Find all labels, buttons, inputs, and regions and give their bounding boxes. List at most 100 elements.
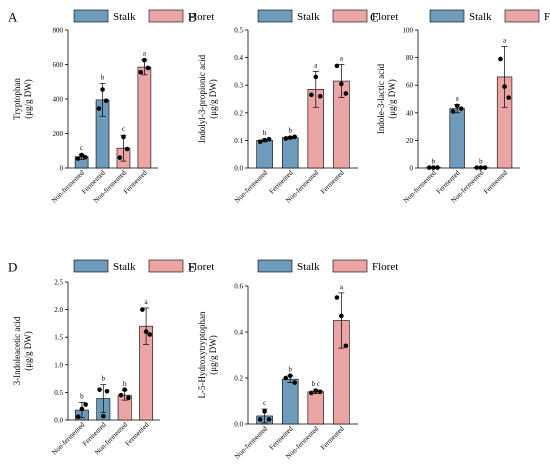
data-point	[506, 95, 511, 100]
data-point	[75, 414, 81, 419]
significance-label: b	[80, 392, 84, 400]
bar	[449, 108, 465, 169]
data-point	[266, 136, 272, 142]
data-point	[334, 295, 340, 300]
y-axis-label: (μg/g DW)	[208, 335, 218, 375]
y-tick-label: 0.0	[234, 165, 243, 173]
significance-label: a	[340, 55, 344, 63]
y-axis-label: Tryptophan	[12, 78, 22, 120]
legend-label-floret: Floret	[188, 11, 214, 23]
data-point	[309, 92, 314, 98]
significance-label: b	[288, 366, 292, 374]
y-tick-label: 1.0	[54, 361, 63, 369]
panel-letter: A	[8, 10, 18, 25]
data-point	[454, 103, 460, 109]
data-point	[145, 65, 151, 71]
data-point	[458, 106, 464, 111]
y-tick-label: 2.5	[54, 279, 63, 287]
data-point	[96, 106, 102, 111]
data-point	[104, 388, 110, 394]
significance-label: b c	[312, 380, 320, 388]
data-point	[101, 413, 106, 419]
data-point	[334, 63, 340, 69]
data-point	[257, 417, 263, 422]
legend-swatch-floret	[332, 259, 368, 273]
data-point	[313, 388, 319, 393]
y-tick-label: 0.6	[234, 283, 243, 291]
y-tick-label: 100	[403, 27, 414, 35]
legend-label-stalk: Stalk	[297, 261, 320, 273]
data-point	[309, 390, 314, 396]
panel-letter: C	[370, 10, 379, 25]
y-tick-label: 0.5	[54, 389, 63, 397]
data-point	[122, 387, 127, 392]
bar	[256, 140, 273, 169]
y-axis-label: (μg/g DW)	[23, 79, 33, 119]
y-tick-label: 400	[53, 96, 64, 104]
y-tick-label: 0.4	[234, 54, 243, 62]
x-category-label: Fermented	[124, 420, 151, 447]
x-category-label: Non-fermented	[402, 168, 438, 204]
x-category-label: Non-fermented	[233, 168, 269, 204]
significance-label: a	[456, 95, 460, 103]
significance-label: b	[432, 157, 436, 165]
bar	[281, 137, 299, 169]
data-point	[143, 329, 149, 334]
y-tick-label: 20	[406, 137, 414, 145]
legend-label-stalk: Stalk	[113, 11, 136, 23]
y-tick-label: 0.3	[234, 82, 243, 90]
y-tick-label: 60	[406, 82, 414, 90]
chart-panel-e: E Stalk Floret 0.0 0.2 0.4 0.6 L-5-Hydroxytrypt…	[188, 260, 398, 461]
data-point	[79, 406, 85, 412]
x-category-label: Fermented	[319, 424, 346, 451]
significance-label: c	[263, 399, 266, 407]
data-point	[427, 165, 432, 170]
data-point	[79, 152, 84, 158]
panel-letter: D	[8, 260, 17, 275]
data-point	[317, 389, 323, 395]
y-tick-label: 0.4	[234, 329, 243, 337]
significance-label: b	[288, 127, 292, 135]
data-point	[339, 313, 344, 319]
y-axis-label: L-5-Hydroxytryptophan	[197, 311, 207, 398]
x-category-label: Non-fermented	[50, 168, 86, 204]
data-point	[100, 87, 105, 92]
significance-label: b	[479, 157, 483, 165]
data-point	[287, 373, 293, 379]
data-point	[498, 56, 503, 62]
y-tick-label: 0.1	[234, 137, 243, 145]
data-point	[343, 91, 349, 96]
bar	[137, 66, 152, 169]
data-point	[474, 165, 480, 170]
data-point	[266, 417, 272, 422]
data-point	[317, 93, 323, 99]
data-point	[283, 136, 289, 141]
chart-panel-c: C Stalk Floret 0 20 40 60 80 100 Indole-3-lactic …	[370, 10, 550, 205]
data-point	[482, 165, 488, 170]
data-point	[478, 165, 484, 170]
data-point	[292, 134, 297, 140]
bar	[281, 378, 299, 425]
significance-label: a	[314, 61, 318, 69]
y-axis-label: 3-Indoleacetic acid	[12, 316, 22, 385]
significance-label: a	[143, 49, 147, 57]
legend-label-floret: Floret	[372, 261, 398, 273]
data-point	[126, 395, 131, 401]
data-point	[313, 74, 319, 80]
data-point	[257, 139, 263, 145]
data-point	[343, 343, 349, 349]
legend-swatch-floret	[148, 259, 184, 273]
data-point	[124, 146, 130, 152]
significance-label: a	[340, 283, 344, 291]
panel-letter: B	[188, 10, 197, 25]
data-point	[292, 380, 297, 385]
y-tick-label: 0.2	[234, 109, 243, 117]
legend-label-stalk: Stalk	[297, 11, 320, 23]
y-axis-label: (μg/g DW)	[208, 79, 218, 119]
y-tick-label: 0.0	[234, 421, 243, 429]
y-tick-label: 200	[53, 130, 64, 138]
x-category-label: Non-fermented	[233, 424, 269, 460]
y-tick-label: 2.0	[54, 306, 63, 314]
data-point	[431, 165, 436, 170]
y-axis-label: (μg/g DW)	[387, 79, 397, 119]
